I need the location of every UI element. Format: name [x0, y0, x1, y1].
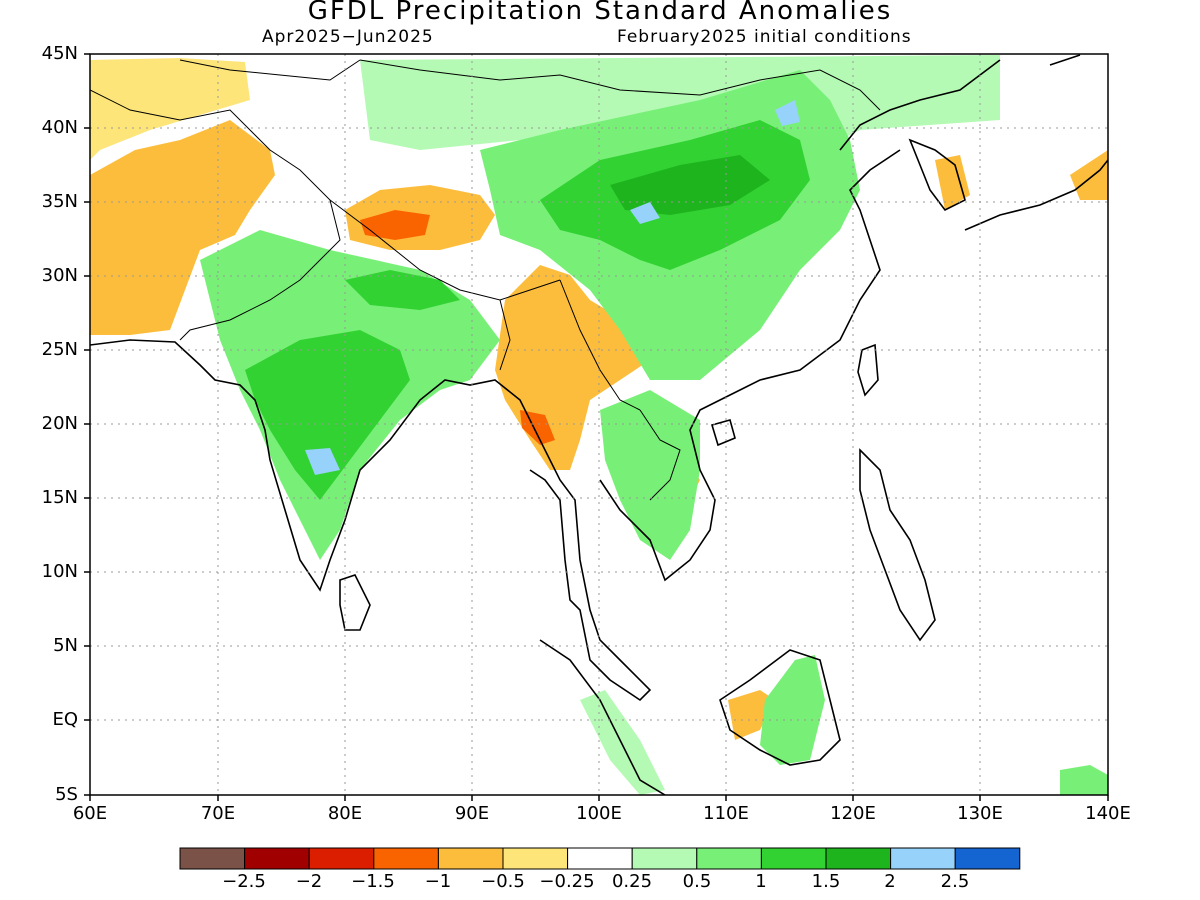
- border-himalaya: [329, 199, 561, 301]
- anomaly-region-tibet-core: [360, 210, 430, 240]
- colorbar-label: −2: [295, 871, 323, 892]
- colorbar-label: −1.5: [351, 871, 395, 892]
- anomaly-region-borneo: [760, 655, 825, 765]
- colorbar-swatch: [890, 847, 956, 870]
- colorbar-swatch: [373, 847, 439, 870]
- colorbar-swatch: [631, 847, 698, 870]
- coastline-taiwan: [857, 343, 879, 397]
- border-laos: [639, 409, 681, 501]
- lat-label-25n: 25N: [41, 339, 78, 360]
- anomaly-field: [90, 55, 1108, 795]
- anomaly-region-gobi-blue: [775, 100, 800, 126]
- anomaly-region-china-peak: [610, 155, 770, 215]
- border-mongolia: [359, 59, 881, 111]
- lat-label-15n: 15N: [41, 487, 78, 508]
- colorbar-label: 0.5: [682, 871, 712, 892]
- coastline-indochina: [599, 149, 901, 582]
- anomaly-region-indochina: [600, 390, 700, 560]
- anomaly-region-sumatra: [580, 690, 665, 795]
- colorbar-label: 1: [755, 871, 767, 892]
- lat-label-5s: 5S: [55, 784, 78, 805]
- lon-label-90e: 90E: [454, 803, 490, 824]
- lat-label-5n: 5N: [53, 635, 78, 656]
- coastline-borneo: [719, 649, 841, 766]
- country-borders: [90, 59, 881, 501]
- lon-label-80e: 80E: [327, 803, 363, 824]
- anomaly-region-borneo-dry: [728, 690, 775, 740]
- anomaly-region-afghanistan-iran: [90, 120, 275, 335]
- map-title: GFDL Precipitation Standard Anomalies: [307, 0, 893, 26]
- colorbar-label: 2: [884, 871, 896, 892]
- colorbar-label: −0.5: [481, 871, 525, 892]
- colorbar-swatch: [308, 847, 375, 870]
- lat-label-30n: 30N: [41, 265, 78, 286]
- lon-label-70e: 70E: [200, 803, 236, 824]
- lat-label-40n: 40N: [41, 117, 78, 138]
- anomaly-region-new-guinea: [1060, 765, 1108, 795]
- anomaly-region-iran-north: [90, 58, 250, 160]
- colorbar-swatch: [954, 847, 1021, 870]
- coastline-arabian-sea: [90, 339, 652, 702]
- colorbar-swatch: [825, 847, 892, 870]
- lat-label-10n: 10N: [41, 561, 78, 582]
- coastline-philippines: [859, 448, 936, 642]
- lat-label-20n: 20N: [41, 413, 78, 434]
- coastline-hainan: [710, 419, 736, 447]
- graticule: [90, 54, 1108, 795]
- lon-label-120e: 120E: [830, 803, 876, 824]
- lat-label-eq: EQ: [52, 709, 78, 730]
- anomaly-region-himalaya: [345, 270, 460, 310]
- border-afghanistan-pakistan: [90, 89, 341, 341]
- colorbar-label: 0.25: [611, 871, 653, 892]
- lat-label-45n: 45N: [41, 43, 78, 64]
- colorbar-label: −0.25: [539, 871, 595, 892]
- coastlines: [90, 54, 1108, 795]
- coastline-sri-lanka: [339, 574, 371, 631]
- lon-label-110e: 110E: [703, 803, 749, 824]
- colorbar-label: 1.5: [811, 871, 841, 892]
- lon-label-140e: 140E: [1085, 803, 1131, 824]
- colorbar-label: −2.5: [222, 871, 266, 892]
- forecast-period: Apr2025−Jun2025: [262, 27, 434, 47]
- anomaly-region-india-core: [245, 330, 410, 500]
- border-central-asia: [179, 59, 361, 81]
- colorbar-swatch: [244, 847, 310, 870]
- lon-label-60e: 60E: [72, 803, 108, 824]
- lat-label-35n: 35N: [41, 191, 78, 212]
- colorbar-swatch: [437, 847, 504, 870]
- colorbar-swatch: [502, 847, 569, 870]
- colorbar-swatch: [567, 847, 633, 870]
- colorbar-label: −1: [424, 871, 452, 892]
- colorbar-label: 2.5: [940, 871, 970, 892]
- axis-ticks: [84, 53, 1109, 801]
- colorbar-swatch: [696, 847, 762, 870]
- lon-label-100e: 100E: [576, 803, 622, 824]
- anomaly-region-japan-dry: [1070, 150, 1108, 200]
- colorbar-swatch: [760, 847, 827, 870]
- coastline-japan: [964, 54, 1108, 231]
- initial-conditions: February2025 initial conditions: [617, 27, 912, 47]
- coastline-bohai: [839, 59, 1001, 151]
- anomaly-region-tibet-blue: [305, 448, 340, 475]
- coastline-korea: [908, 138, 966, 212]
- colorbar-swatch: [179, 847, 246, 870]
- anomaly-region-korea-dry: [935, 155, 970, 210]
- lon-label-130e: 130E: [957, 803, 1003, 824]
- border-myanmar: [499, 279, 641, 411]
- colorbar: [179, 847, 1021, 870]
- anomaly-region-china-blue: [630, 202, 660, 224]
